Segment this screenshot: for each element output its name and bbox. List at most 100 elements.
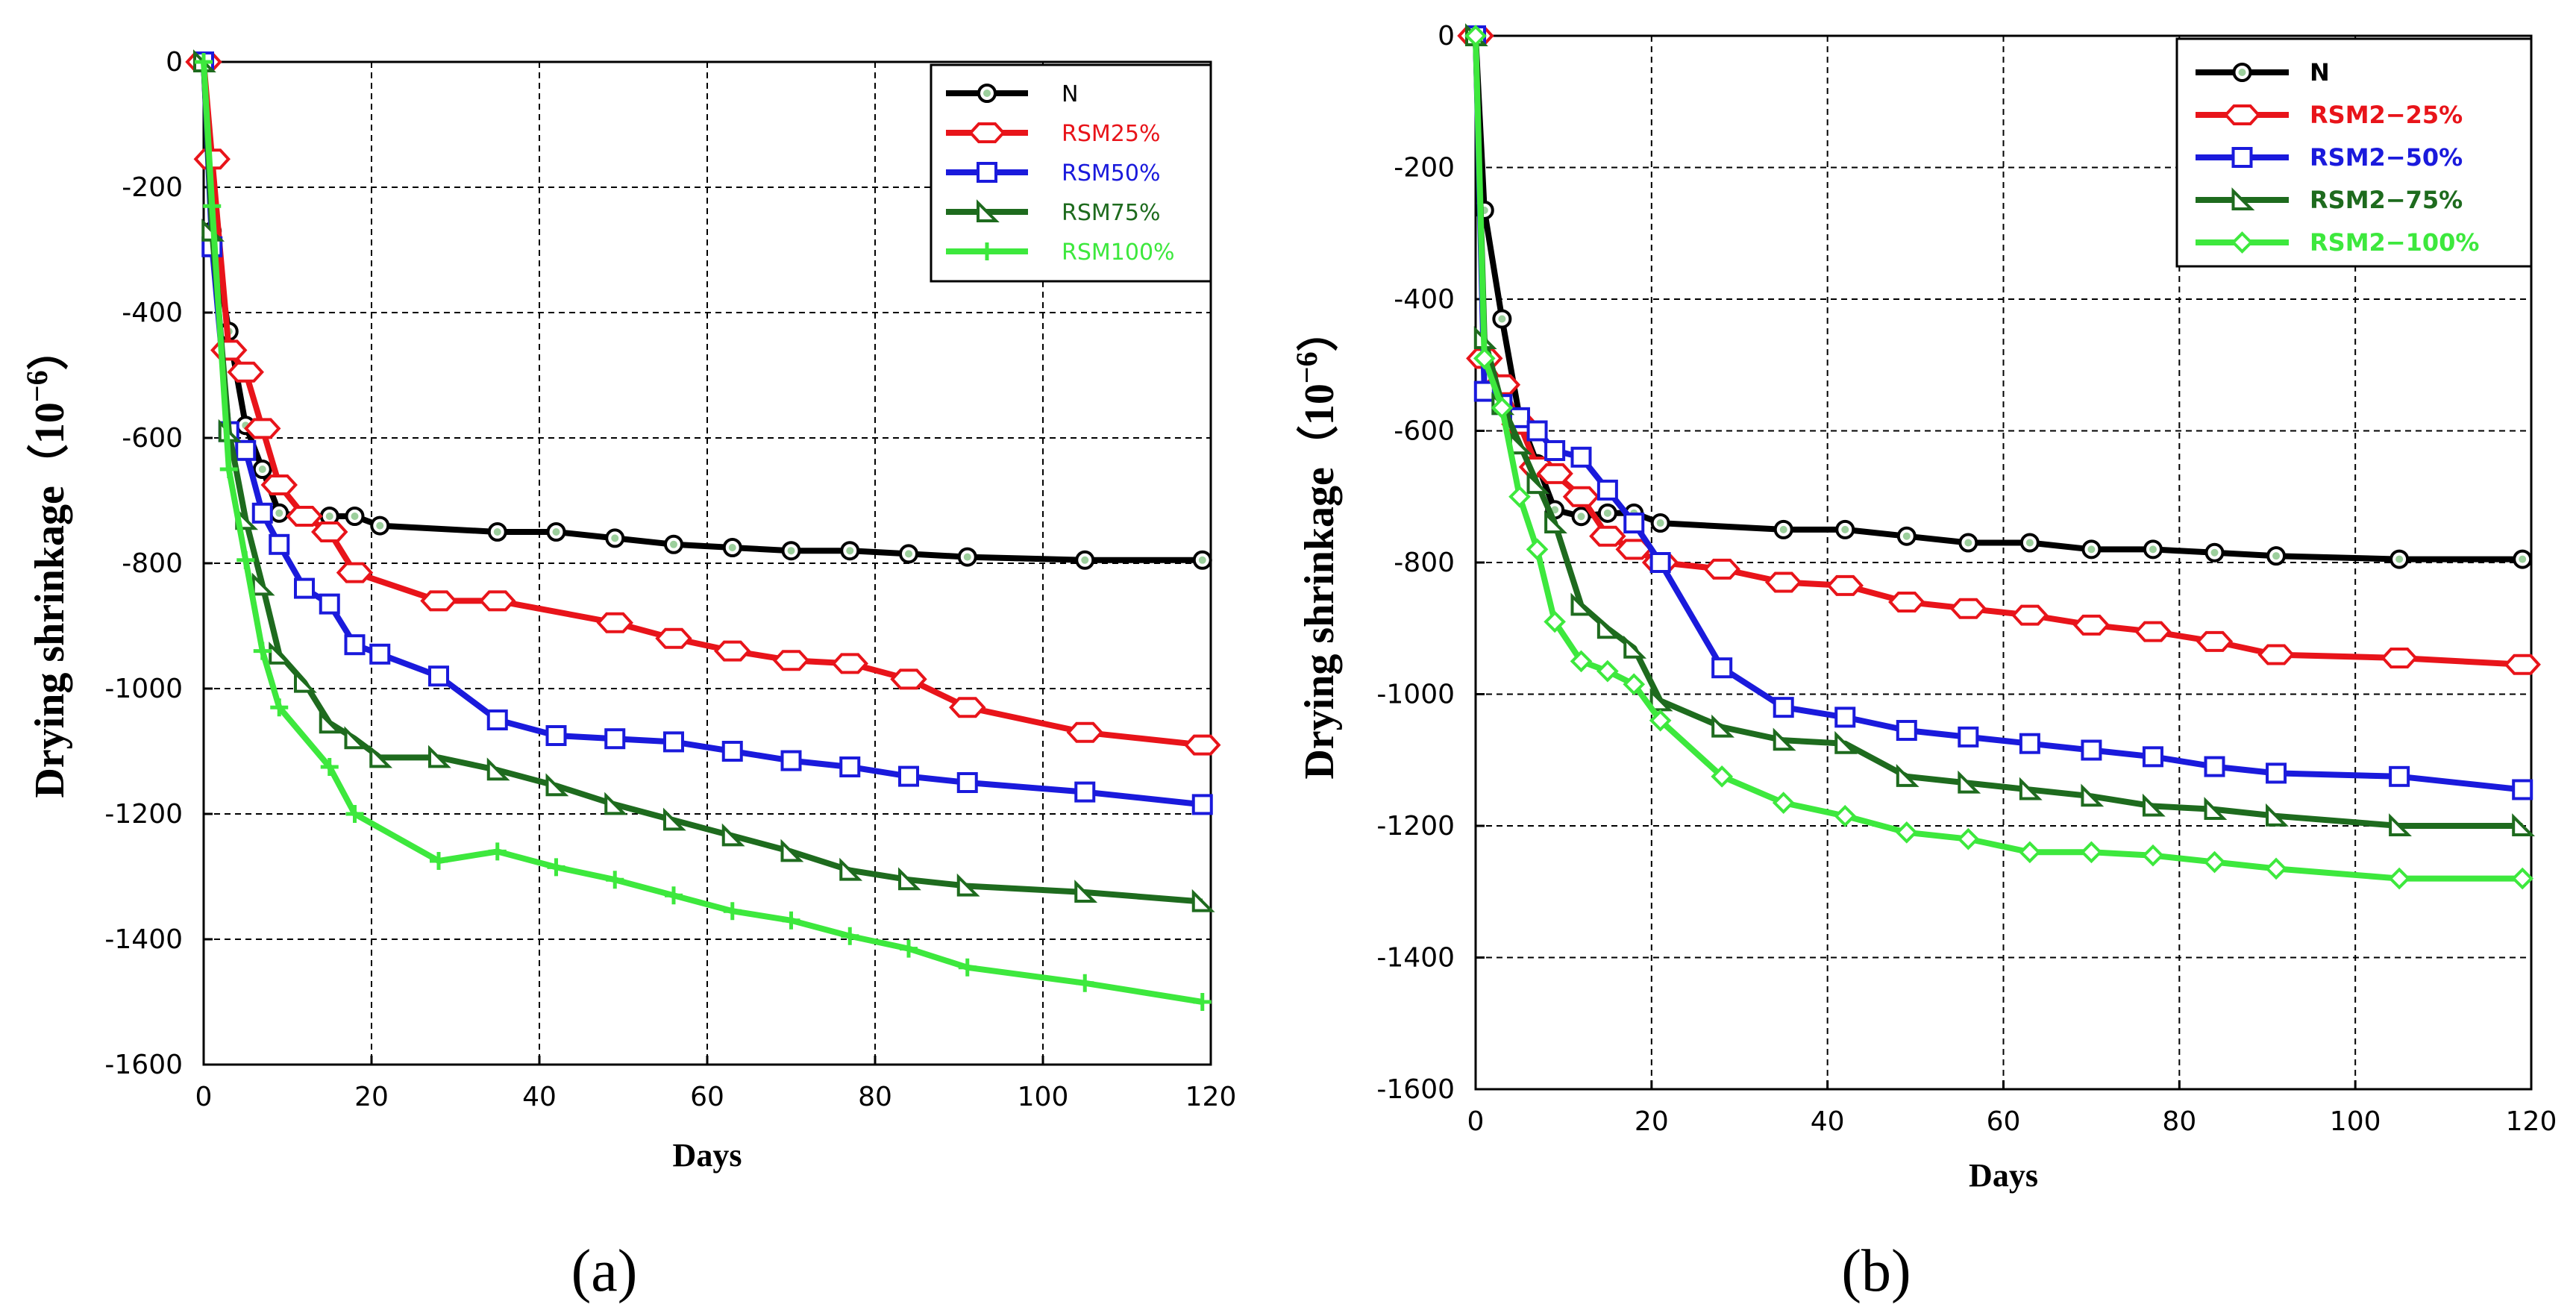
legend-marker	[2231, 231, 2254, 254]
data-point	[2204, 756, 2225, 777]
data-point-dot	[1577, 513, 1585, 521]
legend-entry: RSM50%	[1062, 160, 1160, 187]
chart-b: 0 -200 -400 -600 -800 -1000 -1200 -1400 -1600 0 20…	[1290, 21, 2557, 1194]
data-point	[430, 852, 448, 870]
series-line	[1473, 35, 2523, 882]
data-point	[319, 710, 342, 734]
y-tick-label: -1600	[1376, 1074, 1455, 1105]
data-point	[899, 544, 918, 564]
legend-entry: RSM2−50%	[2310, 143, 2463, 172]
series-2	[1465, 25, 2533, 800]
data-point	[2081, 739, 2102, 761]
data-point-dot	[493, 528, 501, 536]
data-point	[1773, 697, 1794, 718]
data-point	[369, 745, 393, 768]
x-tick-label: 40	[1811, 1106, 1845, 1137]
data-point	[294, 577, 315, 599]
series-line	[201, 61, 1203, 905]
data-point	[1773, 519, 1793, 539]
data-point-dot	[2272, 552, 2281, 560]
data-point-dot	[2025, 539, 2034, 547]
data-point	[235, 439, 257, 461]
data-point	[1896, 763, 1920, 787]
data-point	[604, 792, 628, 815]
data-point	[1888, 591, 1925, 612]
data-point	[2142, 746, 2163, 768]
data-point	[2080, 841, 2103, 864]
data-point	[428, 665, 449, 687]
data-point	[2072, 614, 2110, 636]
data-point	[320, 758, 339, 776]
y-axis-label-close: ）	[1296, 310, 1343, 351]
data-point	[486, 757, 510, 781]
data-point-dot	[376, 521, 384, 530]
data-point	[722, 538, 742, 557]
series-line	[201, 61, 1203, 1005]
data-point	[1834, 706, 1856, 728]
y-tick-label: -200	[1394, 153, 1455, 184]
series-3	[1465, 23, 2536, 836]
data-point-dot	[1656, 519, 1664, 527]
data-point	[1184, 734, 1221, 756]
data-point	[1949, 598, 1987, 619]
data-point	[1491, 396, 1514, 419]
data-point	[605, 528, 625, 548]
data-point	[1958, 726, 1979, 748]
data-point	[831, 653, 868, 674]
data-point	[2266, 803, 2289, 827]
data-point	[900, 939, 918, 958]
data-point	[545, 725, 567, 746]
data-point-dot	[787, 547, 795, 555]
data-point	[1536, 463, 1573, 484]
data-point	[2513, 549, 2533, 569]
data-point	[2019, 841, 2041, 864]
data-point	[2204, 797, 2228, 820]
y-tick-label: 0	[166, 47, 183, 78]
data-point	[1074, 880, 1098, 903]
data-point	[2512, 813, 2536, 836]
data-point	[294, 669, 317, 693]
data-point	[1958, 533, 1978, 553]
data-point	[2504, 654, 2541, 675]
series-line	[1473, 35, 2523, 668]
data-point	[260, 474, 298, 495]
y-tick-label: -1200	[1376, 811, 1455, 842]
data-point-dot	[1841, 525, 1849, 533]
data-point	[1589, 525, 1626, 547]
data-point	[2019, 777, 2043, 800]
data-point	[1623, 635, 1647, 659]
x-tick-label: 120	[1185, 1082, 1237, 1112]
data-point	[1623, 513, 1645, 534]
data-point	[479, 590, 516, 612]
data-point	[2142, 793, 2166, 817]
data-point	[311, 521, 348, 542]
data-point	[486, 709, 508, 730]
data-point	[370, 516, 390, 536]
data-point	[1703, 558, 1740, 580]
data-point	[251, 572, 275, 596]
legend-marker	[968, 122, 1006, 143]
data-point	[203, 197, 222, 216]
data-point	[269, 533, 290, 555]
data-point	[1473, 347, 1496, 370]
data-point	[782, 911, 800, 930]
data-point	[2143, 539, 2163, 560]
data-point	[958, 958, 977, 977]
data-point	[251, 502, 273, 524]
data-point	[1076, 974, 1094, 992]
y-tick-label: -1200	[104, 799, 183, 830]
data-point	[345, 805, 364, 823]
data-point	[1711, 657, 1733, 679]
data-point	[2019, 533, 2040, 553]
y-tick-label: -200	[122, 172, 183, 203]
data-point	[898, 867, 921, 891]
data-point	[1649, 709, 1672, 732]
data-point	[270, 698, 289, 717]
legend-marker-dot	[2238, 69, 2246, 76]
data-point	[1066, 721, 1103, 743]
data-point	[236, 551, 255, 569]
data-point-dot	[670, 540, 677, 548]
data-point	[839, 756, 861, 777]
x-axis-label: Days	[1969, 1157, 2038, 1194]
data-point	[2204, 542, 2225, 563]
